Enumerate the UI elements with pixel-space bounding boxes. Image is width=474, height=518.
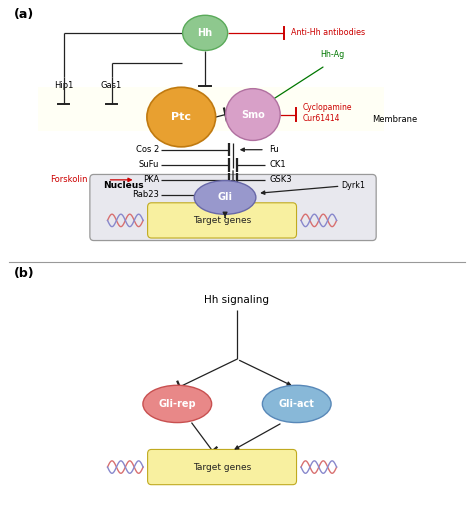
Text: (a): (a) — [14, 8, 35, 21]
Text: Membrane: Membrane — [373, 115, 418, 124]
Text: GSK3: GSK3 — [270, 176, 292, 184]
FancyBboxPatch shape — [90, 175, 376, 240]
Text: Gas1: Gas1 — [101, 81, 122, 90]
Text: (b): (b) — [14, 267, 35, 280]
Text: Hh-Ag: Hh-Ag — [320, 50, 345, 60]
Text: Nucleus: Nucleus — [103, 181, 144, 190]
Text: Ptc: Ptc — [171, 112, 191, 122]
Ellipse shape — [226, 89, 280, 140]
Text: CK1: CK1 — [270, 160, 286, 169]
Text: Target genes: Target genes — [193, 463, 251, 471]
Text: Hh signaling: Hh signaling — [204, 295, 270, 305]
FancyBboxPatch shape — [147, 450, 297, 485]
Text: Cur61414: Cur61414 — [303, 113, 341, 123]
Text: PKA: PKA — [143, 176, 159, 184]
Text: Target genes: Target genes — [193, 216, 251, 225]
Text: Smo: Smo — [241, 109, 265, 120]
FancyBboxPatch shape — [147, 203, 297, 238]
Text: Cyclopamine: Cyclopamine — [303, 103, 353, 112]
Ellipse shape — [262, 385, 331, 423]
Text: Rab23: Rab23 — [132, 191, 159, 199]
Ellipse shape — [182, 15, 228, 50]
Text: Anti-Hh antibodies: Anti-Hh antibodies — [291, 28, 365, 37]
Text: Gli-rep: Gli-rep — [158, 399, 196, 409]
Text: Fu: Fu — [270, 145, 279, 154]
Text: SuFu: SuFu — [138, 160, 159, 169]
Ellipse shape — [147, 87, 216, 147]
Text: Gli-act: Gli-act — [279, 399, 315, 409]
Text: Dyrk1: Dyrk1 — [341, 181, 365, 190]
Text: Hip1: Hip1 — [54, 81, 73, 90]
Text: Forskolin: Forskolin — [50, 176, 87, 184]
Text: Gli: Gli — [218, 193, 233, 203]
Ellipse shape — [143, 385, 211, 423]
Text: Cos 2: Cos 2 — [136, 145, 159, 154]
Ellipse shape — [194, 181, 256, 214]
Text: Hh: Hh — [198, 28, 213, 38]
FancyBboxPatch shape — [38, 87, 384, 131]
